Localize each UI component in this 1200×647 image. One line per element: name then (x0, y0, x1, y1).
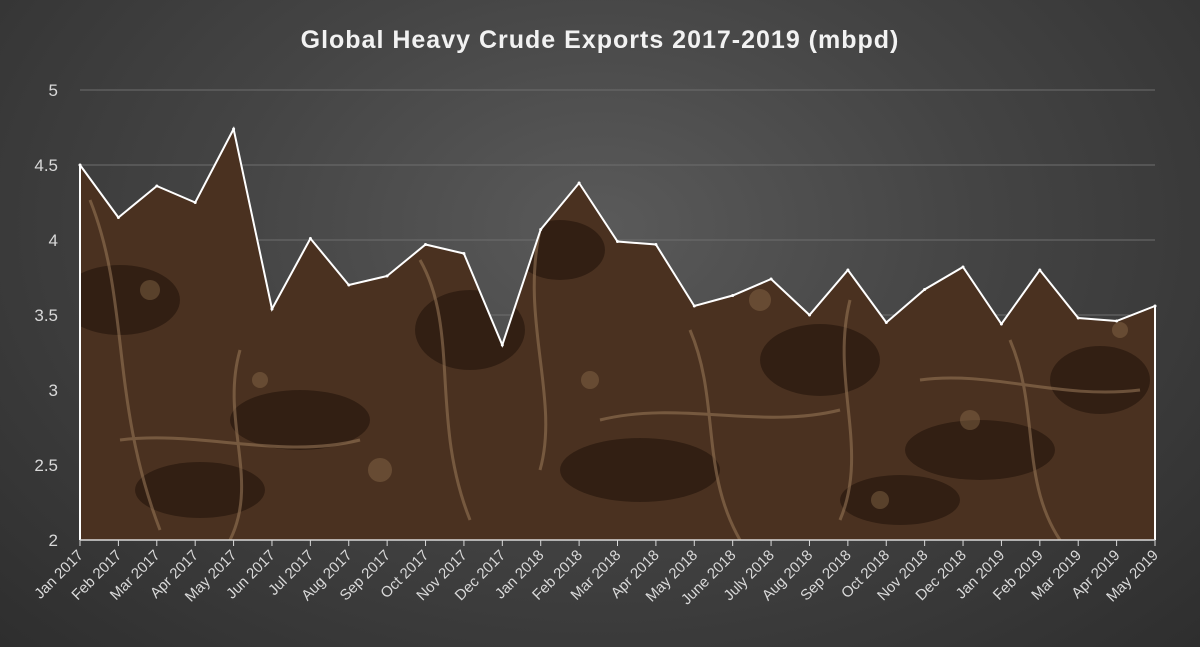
data-point (1153, 304, 1157, 308)
data-point (692, 304, 696, 308)
data-point (539, 228, 543, 231)
data-point (270, 307, 274, 311)
data-point (308, 237, 312, 240)
data-point (385, 274, 389, 278)
y-tick-label: 3.5 (34, 306, 58, 325)
data-point (769, 277, 773, 281)
chart-title: Global Heavy Crude Exports 2017-2019 (mb… (300, 26, 900, 54)
data-point (462, 252, 466, 255)
data-point (654, 243, 658, 246)
data-point (923, 288, 927, 291)
data-point (193, 201, 197, 204)
y-tick-label: 4 (49, 231, 58, 250)
data-point (577, 181, 581, 185)
data-point (1038, 268, 1042, 272)
data-point (232, 127, 236, 131)
data-point (999, 322, 1003, 326)
data-point (424, 243, 427, 246)
data-point (961, 265, 965, 269)
y-tick-label: 2.5 (34, 456, 58, 475)
data-point (846, 268, 850, 272)
data-point (116, 216, 120, 219)
data-point (1076, 316, 1080, 320)
data-point (808, 313, 811, 317)
y-tick-label: 5 (49, 81, 58, 100)
data-point (155, 184, 159, 188)
data-point (731, 294, 735, 297)
data-point (616, 240, 619, 243)
y-tick-label: 2 (49, 531, 58, 550)
y-tick-label: 3 (49, 381, 58, 400)
data-point (500, 343, 504, 347)
area-layer (78, 126, 1157, 540)
series-area (80, 129, 1155, 540)
data-point (347, 283, 351, 287)
data-point (884, 321, 888, 324)
y-tick-label: 4.5 (34, 156, 58, 175)
data-point (1115, 319, 1119, 323)
data-point (78, 163, 82, 167)
